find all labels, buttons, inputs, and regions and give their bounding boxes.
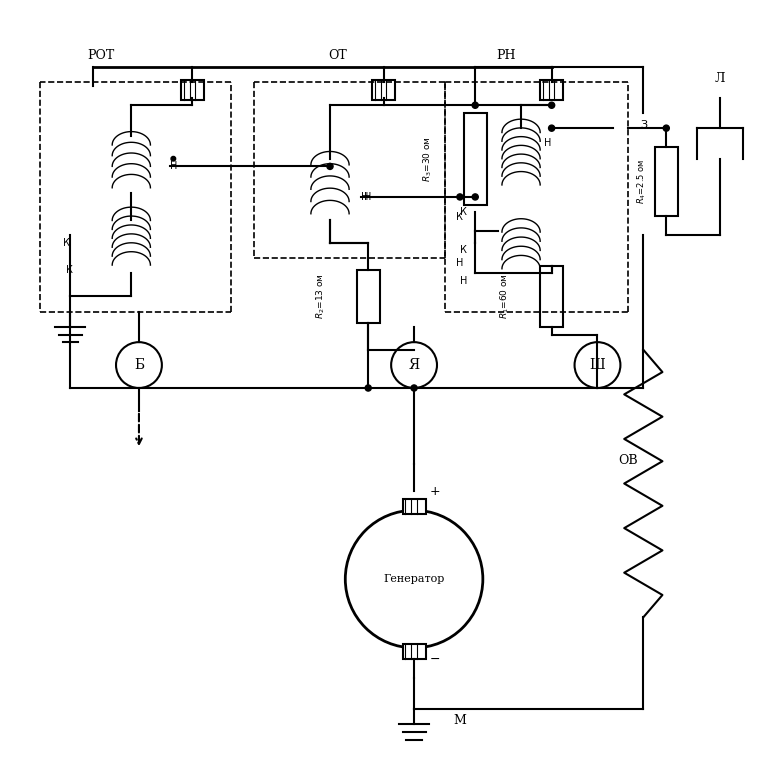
Text: −: − <box>430 653 439 666</box>
Circle shape <box>663 125 670 131</box>
Text: РН: РН <box>496 50 515 62</box>
Circle shape <box>548 125 555 131</box>
Text: Л: Л <box>715 72 725 85</box>
Circle shape <box>171 157 176 161</box>
Text: Н: Н <box>360 192 368 202</box>
Circle shape <box>548 102 555 109</box>
Circle shape <box>365 385 371 391</box>
Bar <box>540 81 563 99</box>
Bar <box>372 81 395 99</box>
Text: РОТ: РОТ <box>87 50 114 62</box>
Text: Я: Я <box>409 358 420 372</box>
Text: Ш: Ш <box>590 358 605 372</box>
Text: К: К <box>63 237 69 248</box>
Text: ОТ: ОТ <box>328 50 347 62</box>
Text: К: К <box>460 207 467 217</box>
Text: Генератор: Генератор <box>384 574 445 584</box>
Text: К: К <box>456 212 463 222</box>
Text: К: К <box>67 265 73 275</box>
Bar <box>540 265 563 327</box>
Bar <box>403 644 426 660</box>
Circle shape <box>472 102 479 109</box>
Text: $R_3$=30 ом: $R_3$=30 ом <box>422 136 434 182</box>
Text: ОВ: ОВ <box>618 455 638 467</box>
Circle shape <box>411 385 417 391</box>
Text: Н: Н <box>170 161 177 171</box>
Text: +: + <box>430 485 440 498</box>
Bar <box>181 81 204 99</box>
Bar <box>655 147 678 216</box>
Text: М: М <box>453 714 466 727</box>
Bar <box>464 113 487 205</box>
Text: Н: Н <box>364 192 372 202</box>
Text: Н: Н <box>456 258 463 268</box>
Text: Б: Б <box>134 358 144 372</box>
Bar <box>357 269 380 323</box>
Bar <box>403 499 426 514</box>
Text: Н: Н <box>544 138 551 148</box>
Text: Н: Н <box>460 276 467 286</box>
Text: $R_4$=2.5 ом: $R_4$=2.5 ом <box>636 159 648 204</box>
Text: З: З <box>640 120 647 130</box>
Circle shape <box>457 194 463 200</box>
Text: $R_1$=60 ом: $R_1$=60 ом <box>498 273 511 319</box>
Circle shape <box>327 163 333 169</box>
Text: $R_2$=13 ом: $R_2$=13 ом <box>314 273 328 319</box>
Circle shape <box>472 194 479 200</box>
Text: К: К <box>460 245 467 255</box>
